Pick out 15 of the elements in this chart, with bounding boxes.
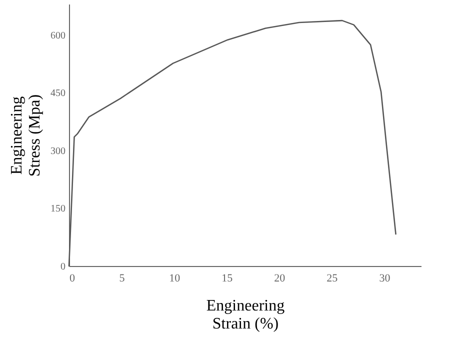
x-tick-label: 30: [379, 272, 391, 284]
y-axis-title: Engineering Stress (Mpa): [8, 94, 44, 177]
x-tick-label: 0: [70, 272, 76, 284]
y-tick-label: 0: [60, 262, 66, 272]
x-axis-title: Engineering Strain (%): [206, 298, 285, 332]
x-tick-label: 20: [274, 272, 286, 284]
x-tick-label: 25: [326, 272, 338, 284]
y-tick-label: 450: [50, 88, 66, 100]
y-tick-label: 150: [50, 204, 66, 215]
y-tick-label: 600: [50, 30, 66, 42]
y-tick-label: 300: [50, 146, 66, 157]
x-tick-label: 15: [222, 272, 234, 284]
x-tick-label: 10: [169, 272, 181, 284]
x-tick-label: 5: [119, 272, 126, 284]
line-series: [68, 20, 396, 267]
